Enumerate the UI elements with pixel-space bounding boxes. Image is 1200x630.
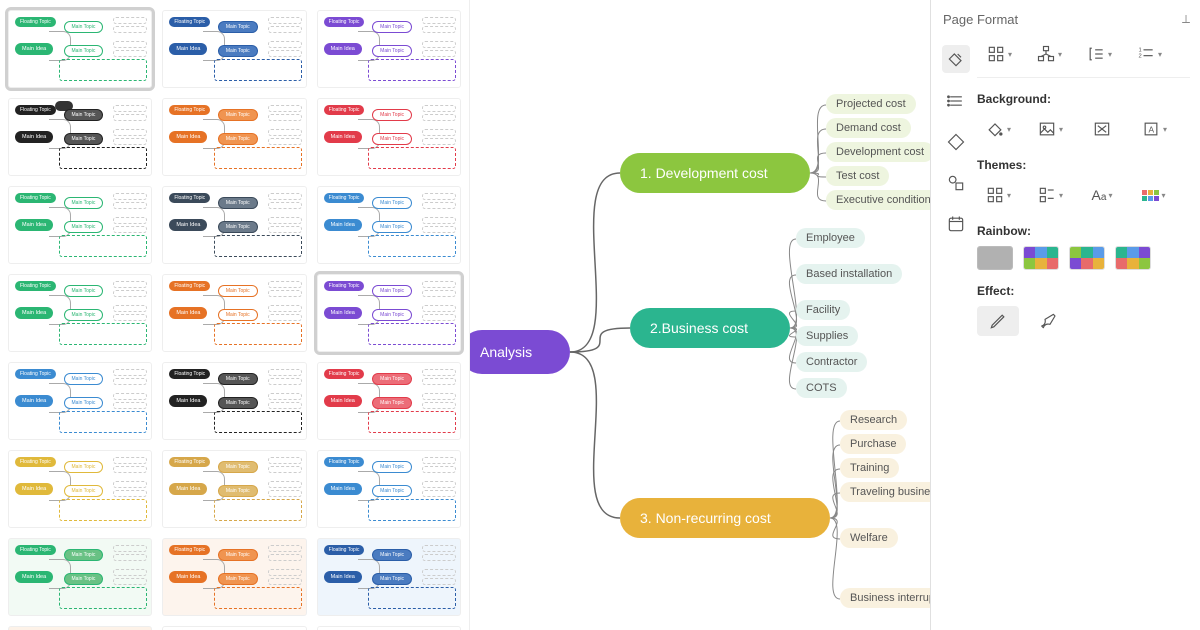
remove-image-button[interactable]	[1081, 114, 1123, 144]
layout-grid-icon[interactable]: ▾	[977, 37, 1021, 71]
theme-thumbnail[interactable]: Floating TopicMain IdeaMain TopicMain To…	[162, 274, 306, 352]
background-tools: ▾ ▾ A▾	[977, 114, 1190, 144]
mindmap-leaf[interactable]: Training	[840, 458, 899, 478]
colors-button[interactable]: ▾	[1133, 180, 1175, 210]
mindmap-leaf[interactable]: Projected cost	[826, 94, 916, 114]
theme-thumbnail[interactable]: Floating TopicMain IdeaMain TopicMain To…	[8, 450, 152, 528]
mindmap-leaf[interactable]: Traveling business	[840, 482, 930, 502]
panel-side-tabs	[941, 37, 971, 336]
mindmap-leaf[interactable]: Supplies	[796, 326, 858, 346]
theme-thumbnail[interactable]: Floating TopicMain IdeaMain TopicMain To…	[162, 186, 306, 264]
theme-thumbnail[interactable]: Floating TopicMain IdeaMain TopicMain To…	[8, 186, 152, 264]
rainbow-chip[interactable]	[1023, 246, 1059, 270]
themes-label: Themes:	[977, 158, 1190, 172]
theme-grid-button[interactable]: ▾	[977, 180, 1019, 210]
theme-thumbnail[interactable]: Floating TopicMain IdeaMain TopicMain To…	[162, 10, 306, 88]
theme-thumbnail[interactable]: Floating TopicMain IdeaMain TopicMain To…	[317, 98, 461, 176]
mindmap-canvas[interactable]: Analysis 1. Development cost Projected cos…	[470, 0, 930, 630]
panel-title-row: Page Format ⟂	[941, 8, 1190, 37]
mindmap-leaf[interactable]: Welfare	[840, 528, 898, 548]
mindmap-leaf[interactable]: Contractor	[796, 352, 867, 372]
mindmap-leaf[interactable]: Research	[840, 410, 907, 430]
theme-thumbnail[interactable]: Floating TopicMain IdeaMain TopicMain To…	[162, 98, 306, 176]
mindmap-leaf[interactable]: Employee	[796, 228, 865, 248]
pin-icon[interactable]: ⟂	[1182, 12, 1190, 27]
mindmap-leaf[interactable]: Test cost	[826, 166, 889, 186]
mindmap-node[interactable]: Analysis	[470, 330, 570, 374]
theme-thumbnail[interactable]: Floating TopicMain IdeaMain TopicMain To…	[317, 274, 461, 352]
svg-text:2: 2	[1138, 53, 1141, 59]
layout-bracket-icon[interactable]: ▾	[1077, 37, 1121, 71]
background-label: Background:	[977, 92, 1190, 106]
theme-thumbnail[interactable]: Floating TopicMain IdeaMain TopicMain To…	[317, 450, 461, 528]
theme-thumbnails-panel[interactable]: Floating TopicMain IdeaMain TopicMain To…	[0, 0, 470, 630]
tab-calendar-icon[interactable]	[946, 214, 966, 237]
mindmap-node[interactable]: 2.Business cost	[630, 308, 790, 348]
theme-thumbnail[interactable]: Floating TopicMain IdeaMain TopicMain To…	[317, 362, 461, 440]
mindmap-leaf[interactable]: Executive condition	[826, 190, 930, 210]
mindmap-leaf[interactable]: Facility	[796, 300, 850, 320]
tab-list-icon[interactable]	[946, 91, 966, 114]
rainbow-label: Rainbow:	[977, 224, 1190, 238]
theme-thumbnail[interactable]: Floating TopicMain IdeaMain TopicMain To…	[8, 274, 152, 352]
effect-label: Effect:	[977, 284, 1190, 298]
image-button[interactable]: ▾	[1029, 114, 1071, 144]
rainbow-chip[interactable]	[977, 246, 1013, 270]
tab-shapes-icon[interactable]	[946, 173, 966, 196]
tab-target-icon[interactable]	[946, 132, 966, 155]
mindmap-leaf[interactable]: Purchase	[840, 434, 906, 454]
theme-list-button[interactable]: ▾	[1029, 180, 1071, 210]
effect-tools	[977, 306, 1190, 336]
effect-brush-button[interactable]	[1029, 306, 1071, 336]
theme-thumbnail[interactable]: Floating TopicMain IdeaMain TopicMain To…	[8, 98, 152, 176]
themes-tools: ▾ ▾ Aa▾ ▾	[977, 180, 1190, 210]
theme-thumbnail[interactable]: Floating TopicMain IdeaMain TopicMain To…	[317, 538, 461, 616]
svg-text:A: A	[1148, 124, 1154, 134]
theme-thumbnail[interactable]: Floating TopicMain IdeaMain TopicMain To…	[8, 538, 152, 616]
layout-tree-icon[interactable]: ▾	[1027, 37, 1071, 71]
mindmap-leaf[interactable]: Based installation	[796, 264, 902, 284]
theme-thumbnail[interactable]: Floating TopicMain IdeaMain TopicMain To…	[8, 626, 152, 630]
rainbow-chips	[977, 246, 1190, 270]
mindmap-leaf[interactable]: COTS	[796, 378, 847, 398]
mindmap-leaf[interactable]: Business interruption	[840, 588, 930, 608]
layout-tabs: ▾ ▾ ▾ 12▾	[977, 37, 1190, 78]
rainbow-chip[interactable]	[1115, 246, 1151, 270]
theme-thumbnail[interactable]: Floating TopicMain IdeaMain TopicMain To…	[317, 10, 461, 88]
theme-thumbnail[interactable]: Floating TopicMain IdeaMain TopicMain To…	[317, 626, 461, 630]
theme-thumbnail[interactable]: Floating TopicMain IdeaMain TopicMain To…	[162, 362, 306, 440]
panel-title: Page Format	[943, 12, 1018, 27]
effect-pencil-button[interactable]	[977, 306, 1019, 336]
layout-numbers-icon[interactable]: 12▾	[1127, 37, 1171, 71]
theme-thumbnail[interactable]: Floating TopicMain IdeaMain TopicMain To…	[162, 626, 306, 630]
theme-thumbnail[interactable]: Floating TopicMain IdeaMain TopicMain To…	[8, 10, 152, 88]
rainbow-chip[interactable]	[1069, 246, 1105, 270]
page-format-panel: Page Format ⟂ ▾ ▾ ▾	[930, 0, 1200, 630]
theme-thumbnail[interactable]: Floating TopicMain IdeaMain TopicMain To…	[162, 450, 306, 528]
theme-thumbnail[interactable]: Floating TopicMain IdeaMain TopicMain To…	[162, 538, 306, 616]
theme-thumbnail[interactable]: Floating TopicMain IdeaMain TopicMain To…	[317, 186, 461, 264]
mindmap-node[interactable]: 1. Development cost	[620, 153, 810, 193]
mindmap-leaf[interactable]: Development cost	[826, 142, 930, 162]
theme-thumbnail[interactable]: Floating TopicMain IdeaMain TopicMain To…	[8, 362, 152, 440]
mindmap-leaf[interactable]: Demand cost	[826, 118, 911, 138]
fill-color-button[interactable]: ▾	[977, 114, 1019, 144]
mindmap-node[interactable]: 3. Non-recurring cost	[620, 498, 830, 538]
tab-format-icon[interactable]	[942, 45, 970, 73]
font-button[interactable]: Aa▾	[1081, 180, 1123, 210]
watermark-button[interactable]: A▾	[1133, 114, 1175, 144]
